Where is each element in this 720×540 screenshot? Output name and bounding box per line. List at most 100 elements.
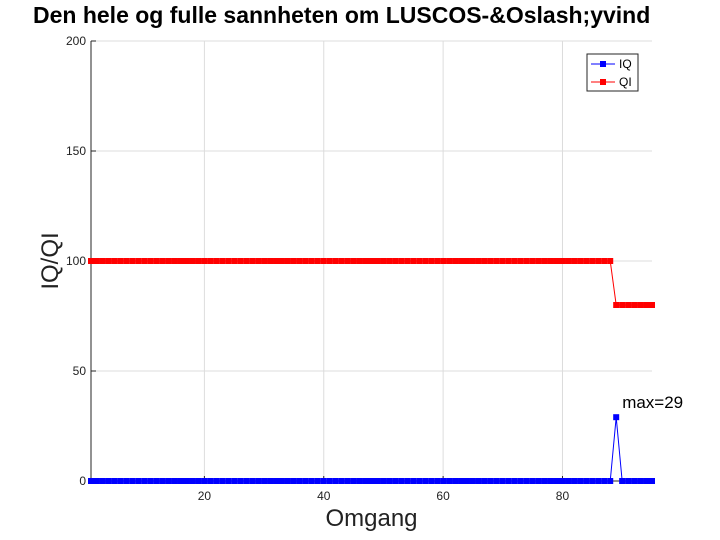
data-point: [308, 258, 315, 264]
data-point: [613, 414, 620, 421]
data-point: [207, 478, 214, 484]
data-point: [147, 478, 154, 484]
data-point: [481, 258, 488, 264]
data-point: [135, 478, 142, 484]
data-point: [165, 258, 172, 264]
data-point: [368, 258, 375, 264]
data-point: [171, 478, 178, 484]
data-point: [153, 258, 160, 264]
data-point: [332, 258, 339, 264]
data-point: [637, 478, 644, 484]
data-point: [523, 258, 530, 264]
y-tick-label: 100: [66, 254, 86, 268]
data-point: [583, 478, 590, 484]
chart-title: Den hele og fulle sannheten om LUSCOS-&O…: [33, 2, 651, 28]
data-point: [398, 478, 405, 484]
x-tick-label: 80: [556, 489, 570, 503]
data-point: [505, 478, 512, 484]
data-point: [517, 258, 524, 264]
data-point: [619, 302, 626, 308]
legend-marker-qi: [600, 79, 606, 85]
data-point: [637, 302, 644, 308]
data-point: [392, 258, 399, 264]
y-tick-label: 200: [66, 34, 86, 48]
data-point: [487, 478, 494, 484]
data-point: [177, 258, 184, 264]
data-point: [273, 478, 280, 484]
data-point: [171, 258, 178, 264]
x-tick-label: 40: [317, 489, 331, 503]
series-layer: [88, 258, 655, 484]
data-point: [147, 258, 154, 264]
data-point: [595, 258, 602, 264]
data-point: [93, 478, 100, 484]
data-point: [201, 258, 208, 264]
data-point: [607, 478, 614, 484]
data-point: [374, 478, 381, 484]
data-point: [314, 258, 321, 264]
data-point: [547, 258, 554, 264]
legend-label-qi: QI: [619, 75, 632, 89]
data-point: [374, 258, 381, 264]
data-point: [487, 258, 494, 264]
data-point: [129, 258, 136, 264]
y-tick-label: 50: [73, 364, 87, 378]
y-tick-label: 150: [66, 144, 86, 158]
data-point: [261, 478, 268, 484]
x-axis-label: Omgang: [325, 505, 417, 532]
data-point: [99, 258, 106, 264]
data-point: [105, 478, 112, 484]
data-point: [320, 258, 327, 264]
data-point: [308, 478, 315, 484]
data-point: [278, 478, 285, 484]
data-point: [302, 258, 309, 264]
data-point: [643, 302, 650, 308]
data-point: [517, 478, 524, 484]
data-point: [613, 302, 620, 308]
data-point: [231, 258, 238, 264]
data-point: [338, 478, 345, 484]
data-point: [601, 258, 608, 264]
data-point: [284, 258, 291, 264]
data-point: [428, 478, 435, 484]
data-point: [189, 478, 196, 484]
data-point: [583, 258, 590, 264]
data-point: [267, 478, 274, 484]
data-point: [177, 478, 184, 484]
data-point: [404, 478, 411, 484]
x-tick-label: 60: [436, 489, 450, 503]
data-point: [296, 478, 303, 484]
data-point: [428, 258, 435, 264]
data-point: [481, 478, 488, 484]
data-point: [541, 478, 548, 484]
data-point: [565, 258, 572, 264]
data-point: [249, 258, 256, 264]
data-point: [93, 258, 100, 264]
data-point: [356, 258, 363, 264]
data-point: [105, 258, 112, 264]
data-point: [111, 258, 118, 264]
data-point: [398, 258, 405, 264]
data-point: [410, 478, 417, 484]
data-point: [631, 478, 638, 484]
data-point: [338, 258, 345, 264]
data-point: [344, 258, 351, 264]
data-point: [535, 478, 542, 484]
data-point: [452, 258, 459, 264]
data-point: [326, 478, 333, 484]
legend-label-iq: IQ: [619, 57, 632, 71]
data-point: [356, 478, 363, 484]
data-point: [547, 478, 554, 484]
data-point: [458, 258, 465, 264]
data-point: [625, 302, 632, 308]
data-point: [625, 478, 632, 484]
data-point: [284, 478, 291, 484]
data-point: [141, 258, 148, 264]
data-point: [213, 478, 220, 484]
data-point: [643, 478, 650, 484]
data-point: [350, 478, 357, 484]
data-point: [267, 258, 274, 264]
data-point: [219, 258, 226, 264]
data-point: [565, 478, 572, 484]
data-point: [225, 258, 232, 264]
